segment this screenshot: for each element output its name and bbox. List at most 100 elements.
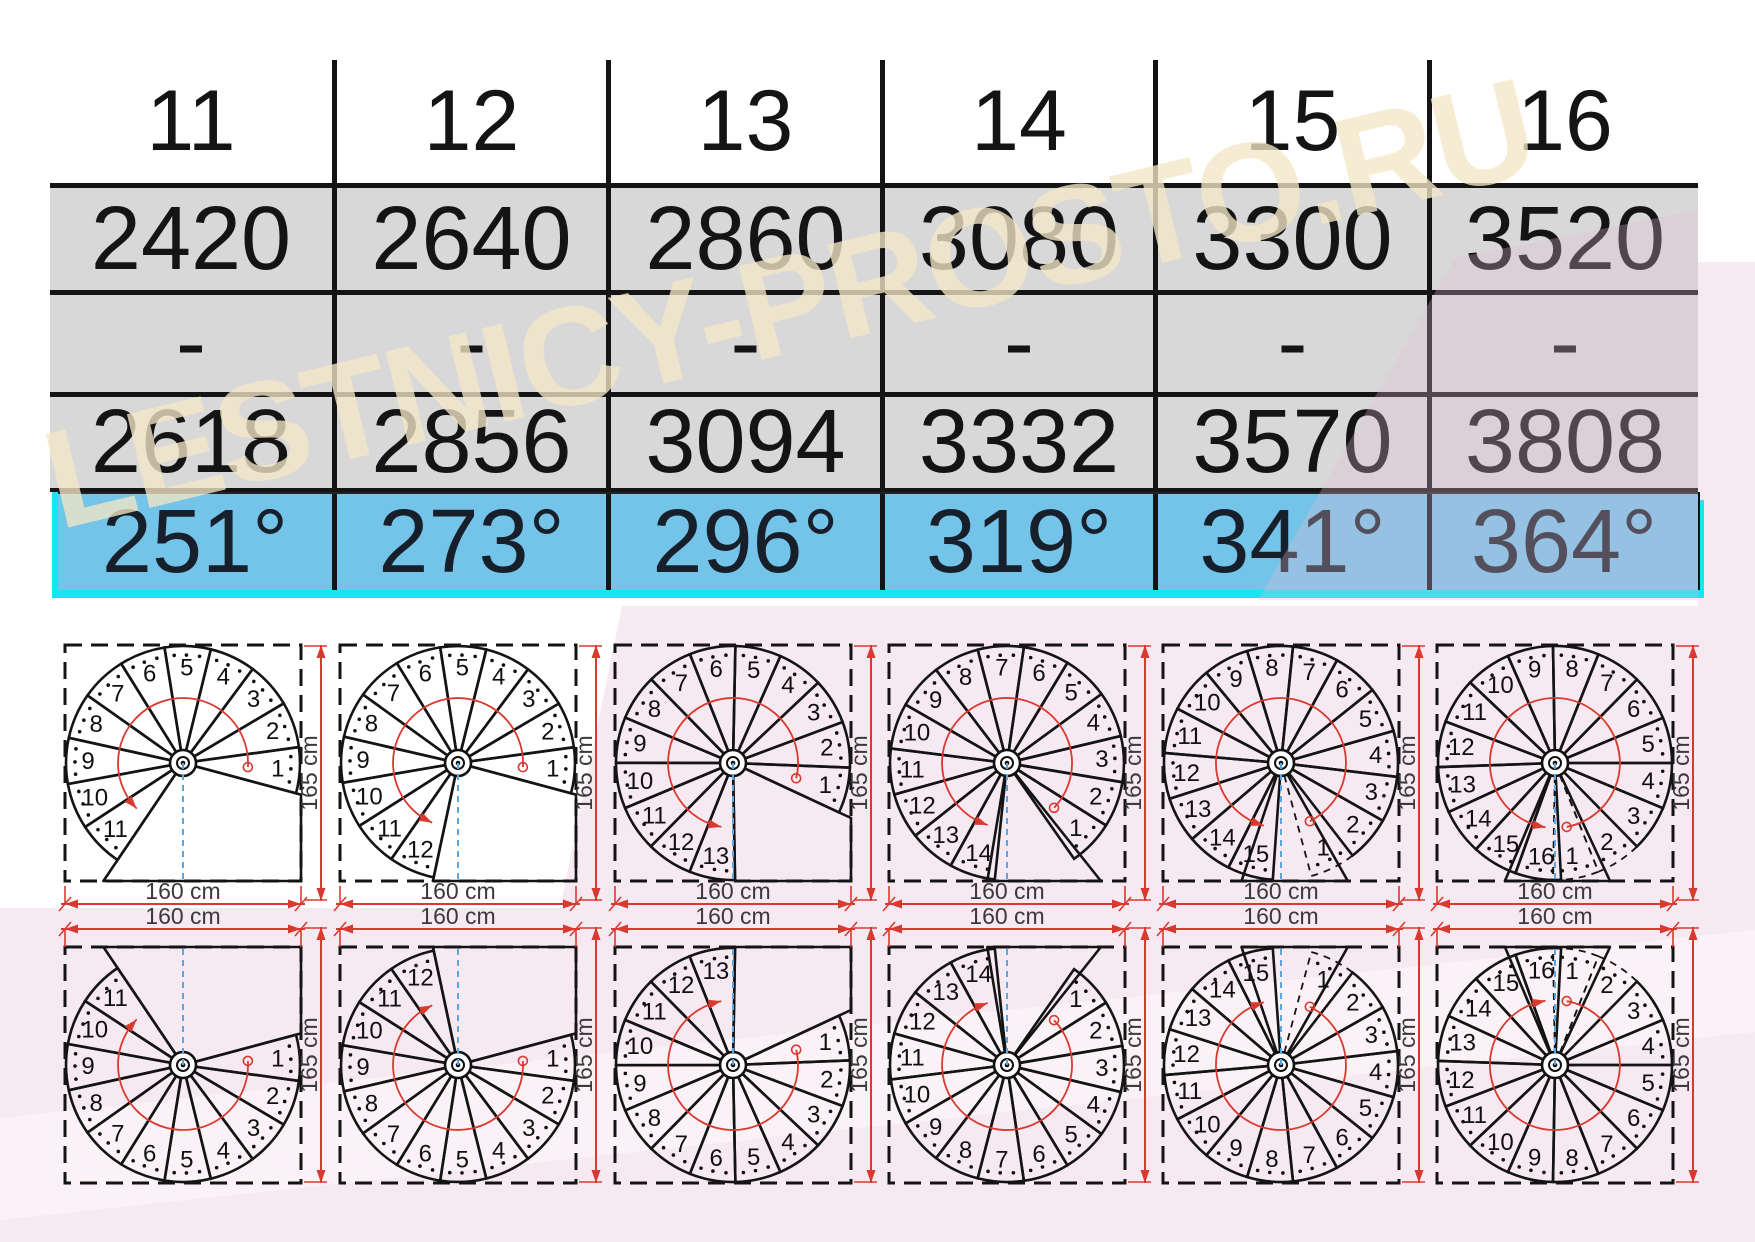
svg-text:5: 5 xyxy=(747,657,760,684)
svg-text:165 cm: 165 cm xyxy=(846,735,872,810)
svg-text:3: 3 xyxy=(522,686,535,713)
rotation-cell: 341° xyxy=(1153,492,1427,592)
svg-text:160 cm: 160 cm xyxy=(969,878,1044,904)
svg-text:12: 12 xyxy=(407,837,434,864)
svg-text:12: 12 xyxy=(668,972,695,999)
svg-text:15: 15 xyxy=(1493,970,1520,997)
svg-text:1: 1 xyxy=(546,756,559,783)
svg-text:165 cm: 165 cm xyxy=(846,1017,872,1092)
svg-text:165 cm: 165 cm xyxy=(296,1017,322,1092)
svg-text:5: 5 xyxy=(1359,706,1372,733)
svg-text:5: 5 xyxy=(456,655,469,682)
height-max-cell: 2618 xyxy=(90,392,292,492)
row-height-max: 2618 2856 3094 3332 3570 3808 xyxy=(50,392,1698,492)
svg-text:165 cm: 165 cm xyxy=(1394,1017,1420,1092)
svg-text:13: 13 xyxy=(703,843,730,870)
svg-text:5: 5 xyxy=(456,1146,469,1173)
svg-text:6: 6 xyxy=(1627,696,1640,723)
svg-text:5: 5 xyxy=(1064,679,1077,706)
svg-text:9: 9 xyxy=(633,731,646,758)
svg-text:12: 12 xyxy=(1448,1067,1475,1094)
table-rule xyxy=(50,183,1698,188)
separator-cell: - xyxy=(176,293,206,393)
svg-text:160 cm: 160 cm xyxy=(695,903,770,929)
svg-text:3: 3 xyxy=(522,1115,535,1142)
height-min-cell: 2640 xyxy=(332,188,606,290)
svg-text:6: 6 xyxy=(419,1141,432,1168)
svg-text:9: 9 xyxy=(81,1053,94,1080)
svg-text:5: 5 xyxy=(180,1146,193,1173)
height-max-cell: 2856 xyxy=(332,392,606,492)
svg-text:1: 1 xyxy=(271,755,284,782)
svg-text:165 cm: 165 cm xyxy=(296,735,322,810)
step-count-cell: 13 xyxy=(606,60,880,183)
separator-cell: - xyxy=(880,293,1153,393)
svg-text:165 cm: 165 cm xyxy=(571,1017,597,1092)
svg-text:3: 3 xyxy=(1095,1055,1108,1082)
height-min-cell: 2860 xyxy=(606,188,880,290)
svg-text:165 cm: 165 cm xyxy=(1120,735,1146,810)
svg-text:3: 3 xyxy=(1095,746,1108,773)
svg-text:4: 4 xyxy=(492,1137,505,1164)
svg-text:6: 6 xyxy=(143,1140,156,1167)
svg-text:13: 13 xyxy=(1449,1030,1476,1057)
svg-text:2: 2 xyxy=(1600,972,1613,999)
height-max-cell: 3570 xyxy=(1153,392,1427,492)
svg-text:2: 2 xyxy=(820,1067,833,1094)
svg-text:4: 4 xyxy=(1087,710,1100,737)
svg-text:9: 9 xyxy=(81,748,94,775)
svg-text:2: 2 xyxy=(820,734,833,761)
svg-text:12: 12 xyxy=(909,1008,936,1035)
separator-cell: - xyxy=(606,293,880,393)
svg-text:10: 10 xyxy=(904,719,931,746)
svg-text:7: 7 xyxy=(1600,670,1613,697)
svg-text:4: 4 xyxy=(781,672,794,699)
svg-text:15: 15 xyxy=(1493,831,1520,858)
svg-text:4: 4 xyxy=(1369,1059,1382,1086)
height-max-cell: 3094 xyxy=(606,392,880,492)
svg-text:1: 1 xyxy=(546,1045,559,1072)
table-rule xyxy=(50,392,1698,397)
svg-text:6: 6 xyxy=(1032,660,1045,687)
svg-text:165 cm: 165 cm xyxy=(1668,1017,1694,1092)
svg-text:3: 3 xyxy=(1627,998,1640,1025)
svg-text:8: 8 xyxy=(89,1090,102,1117)
svg-text:12: 12 xyxy=(407,964,434,991)
svg-text:160 cm: 160 cm xyxy=(145,903,220,929)
svg-text:1: 1 xyxy=(1317,966,1330,993)
svg-text:12: 12 xyxy=(1173,760,1200,787)
step-count-cell: 14 xyxy=(880,60,1153,183)
svg-text:7: 7 xyxy=(995,1146,1008,1173)
svg-text:16: 16 xyxy=(1528,958,1555,985)
step-count-cell: 12 xyxy=(332,60,606,183)
svg-text:2: 2 xyxy=(541,1083,554,1110)
svg-text:6: 6 xyxy=(143,661,156,688)
svg-text:5: 5 xyxy=(747,1144,760,1171)
svg-text:5: 5 xyxy=(1641,1070,1654,1097)
svg-text:160 cm: 160 cm xyxy=(1517,903,1592,929)
svg-text:10: 10 xyxy=(904,1082,931,1109)
svg-text:9: 9 xyxy=(356,747,369,774)
svg-text:165 cm: 165 cm xyxy=(1120,1017,1146,1092)
svg-text:2: 2 xyxy=(1089,783,1102,810)
svg-text:10: 10 xyxy=(626,1033,653,1060)
height-min-cell: 3300 xyxy=(1153,188,1427,290)
svg-text:3: 3 xyxy=(1627,803,1640,830)
svg-text:6: 6 xyxy=(709,1145,722,1172)
svg-text:12: 12 xyxy=(668,829,695,856)
row-height-min: 2420 2640 2860 3080 3300 3520 xyxy=(50,188,1698,290)
svg-text:8: 8 xyxy=(89,711,102,738)
svg-text:15: 15 xyxy=(1242,960,1269,987)
row-separator: - - - - - - xyxy=(50,293,1698,393)
svg-text:8: 8 xyxy=(365,1091,378,1118)
step-count-cell: 11 xyxy=(146,73,236,169)
svg-text:4: 4 xyxy=(1641,768,1654,795)
svg-text:160 cm: 160 cm xyxy=(1517,878,1592,904)
svg-text:9: 9 xyxy=(1528,657,1541,684)
svg-text:14: 14 xyxy=(1209,977,1236,1004)
svg-text:12: 12 xyxy=(1448,734,1475,761)
svg-text:12: 12 xyxy=(1173,1041,1200,1068)
svg-text:8: 8 xyxy=(1265,655,1278,682)
svg-text:5: 5 xyxy=(1064,1122,1077,1149)
svg-text:3: 3 xyxy=(1365,1022,1378,1049)
